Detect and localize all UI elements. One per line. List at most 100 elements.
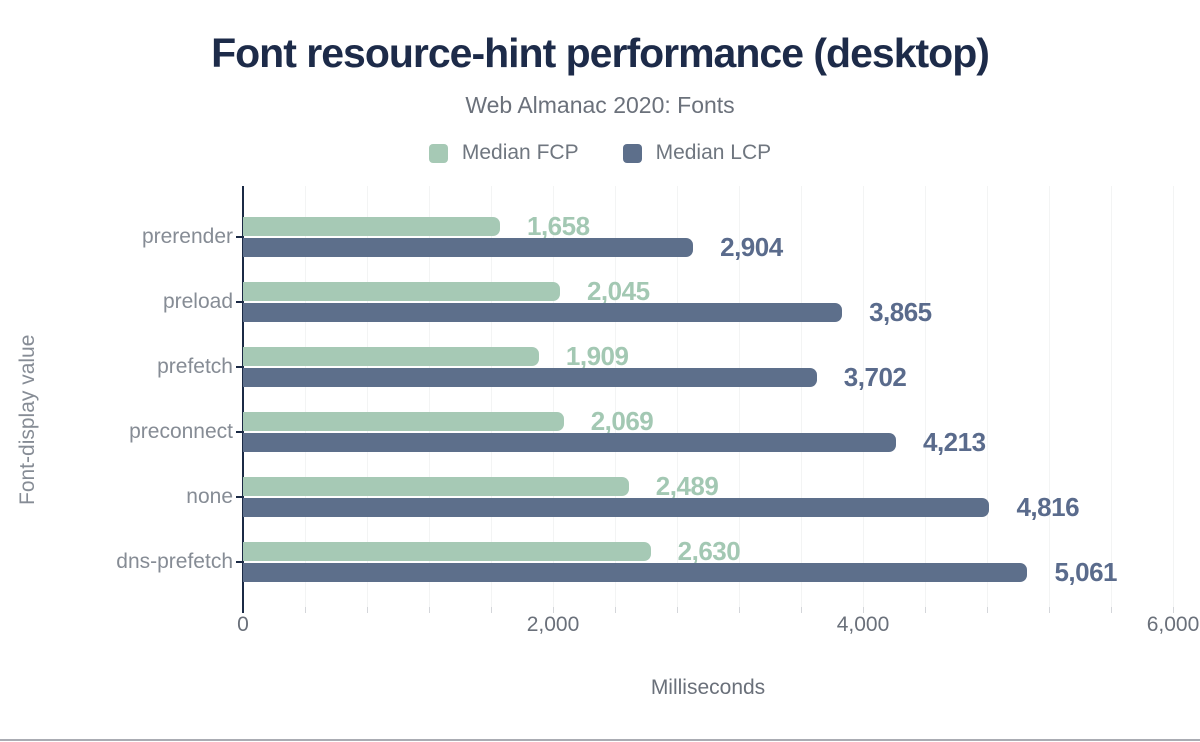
category-axis-tick (236, 236, 242, 238)
bar-median-lcp-preconnect (243, 433, 896, 452)
category-axis-tick (236, 366, 242, 368)
value-label-median-fcp-dns-prefetch: 2,630 (677, 536, 741, 566)
bar-row-median-fcp: 2,069 (243, 406, 1173, 436)
bar-pair-preconnect: 2,069 4,213 (243, 406, 1173, 455)
bar-pair-prerender: 1,658 2,904 (243, 213, 1173, 262)
bar-median-fcp-preconnect (243, 412, 564, 431)
category-label-preconnect: preconnect (129, 420, 233, 443)
axis-minor-tick (1173, 607, 1174, 613)
legend-item-median-lcp: Median LCP (622, 141, 772, 165)
value-label-median-fcp-preconnect: 2,069 (590, 406, 654, 436)
x-tick-label-6000: 6,000 (1146, 613, 1200, 636)
bar-pair-dns-prefetch: 2,630 5,061 (243, 536, 1173, 587)
value-label-median-lcp-none: 4,816 (1016, 492, 1080, 522)
axis-minor-tick (305, 607, 306, 613)
legend-swatch-icon (622, 143, 642, 163)
bar-pair-prefetch: 1,909 3,702 (243, 341, 1173, 392)
gridline (552, 186, 554, 607)
value-label-median-fcp-preload: 2,045 (586, 276, 650, 306)
category-axis-tick (236, 301, 242, 303)
bar-row-median-fcp: 2,489 (243, 471, 1173, 501)
value-label-median-lcp-preload: 3,865 (869, 297, 932, 327)
axis-minor-tick (491, 607, 492, 613)
bar-row-median-lcp: 5,061 (243, 557, 1173, 587)
bar-median-fcp-prefetch (243, 347, 539, 366)
axis-minor-tick (429, 607, 430, 613)
legend-label: Median LCP (655, 141, 772, 164)
gridline (1173, 186, 1174, 607)
axis-minor-tick (1111, 607, 1112, 613)
bar-row-median-lcp: 4,816 (243, 492, 1173, 522)
bar-median-fcp-none (243, 477, 629, 496)
legend-swatch-icon (428, 143, 448, 163)
bar-median-fcp-dns-prefetch (243, 542, 651, 561)
bar-median-lcp-prefetch (243, 368, 817, 387)
category-label-prefetch: prefetch (157, 355, 233, 378)
axis-minor-tick (862, 607, 864, 613)
bar-row-median-fcp: 1,909 (243, 341, 1173, 371)
bar-median-lcp-prerender (243, 238, 694, 257)
plot-area: 1,658 2,904 2,045 3,865 1,909 3,702 2,069 4,213… (236, 186, 1174, 613)
gridline (367, 186, 368, 607)
category-axis-tick (236, 496, 242, 498)
gridline (491, 186, 492, 607)
value-label-median-lcp-prefetch: 3,702 (843, 362, 907, 392)
axis-minor-tick (1049, 607, 1050, 613)
legend-item-median-fcp: Median FCP (428, 141, 579, 165)
bar-row-median-lcp: 2,904 (243, 232, 1173, 262)
x-tick-label-4000: 4,000 (836, 613, 890, 636)
window-bottom-edge (0, 739, 1200, 741)
bar-median-lcp-preload (243, 303, 843, 322)
category-label-prerender: prerender (141, 225, 233, 248)
value-label-median-fcp-none: 2,489 (655, 471, 719, 501)
gridline (862, 186, 864, 607)
bar-row-median-lcp: 3,702 (243, 362, 1173, 392)
axis-minor-tick (615, 607, 616, 613)
x-tick-label-2000: 2,000 (526, 613, 580, 636)
bar-pair-preload: 2,045 3,865 (243, 276, 1173, 327)
bar-row-median-lcp: 4,213 (243, 429, 1173, 455)
bar-median-fcp-prerender (243, 217, 500, 236)
category-axis-tick (236, 561, 242, 563)
axis-minor-tick (801, 607, 802, 613)
gridline (615, 186, 616, 607)
bar-median-lcp-dns-prefetch (243, 563, 1028, 582)
y-axis-line (242, 186, 244, 613)
x-axis-tick-labels: 0 2,000 4,000 6,000 (237, 613, 1199, 639)
bar-row-median-lcp: 3,865 (243, 297, 1173, 327)
x-axis-title: Milliseconds (650, 676, 766, 699)
category-axis-tick (236, 431, 242, 433)
axis-minor-tick (367, 607, 368, 613)
axis-minor-tick (677, 607, 678, 613)
legend: Median FCP Median LCP (0, 141, 1200, 165)
gridline (1111, 186, 1112, 607)
value-label-median-lcp-prerender: 2,904 (720, 232, 783, 262)
bar-row-median-fcp: 2,045 (243, 276, 1173, 306)
gridline (677, 186, 678, 607)
category-label-dns-prefetch: dns-prefetch (116, 550, 233, 573)
gridline (739, 186, 740, 607)
bar-median-fcp-preload (243, 282, 560, 301)
value-label-median-lcp-dns-prefetch: 5,061 (1054, 557, 1118, 587)
axis-minor-tick (925, 607, 926, 613)
gridline (801, 186, 802, 607)
bar-pair-none: 2,489 4,816 (243, 471, 1173, 522)
axis-minor-tick (552, 607, 554, 613)
gridline (925, 186, 926, 607)
bar-median-lcp-none (243, 498, 990, 517)
legend-label: Median FCP (461, 141, 579, 164)
chart-subtitle: Web Almanac 2020: Fonts (465, 92, 735, 118)
x-tick-label-0: 0 (237, 613, 249, 636)
gridline (305, 186, 306, 607)
bar-row-median-fcp: 1,658 (243, 213, 1173, 239)
bar-row-median-fcp: 2,630 (243, 536, 1173, 566)
gridline (987, 186, 988, 607)
category-label-none: none (186, 485, 233, 508)
axis-minor-tick (987, 607, 988, 613)
value-label-median-fcp-prefetch: 1,909 (565, 341, 629, 371)
axis-minor-tick (739, 607, 740, 613)
category-label-preload: preload (162, 290, 233, 313)
gridline (1049, 186, 1050, 607)
gridline (429, 186, 430, 607)
